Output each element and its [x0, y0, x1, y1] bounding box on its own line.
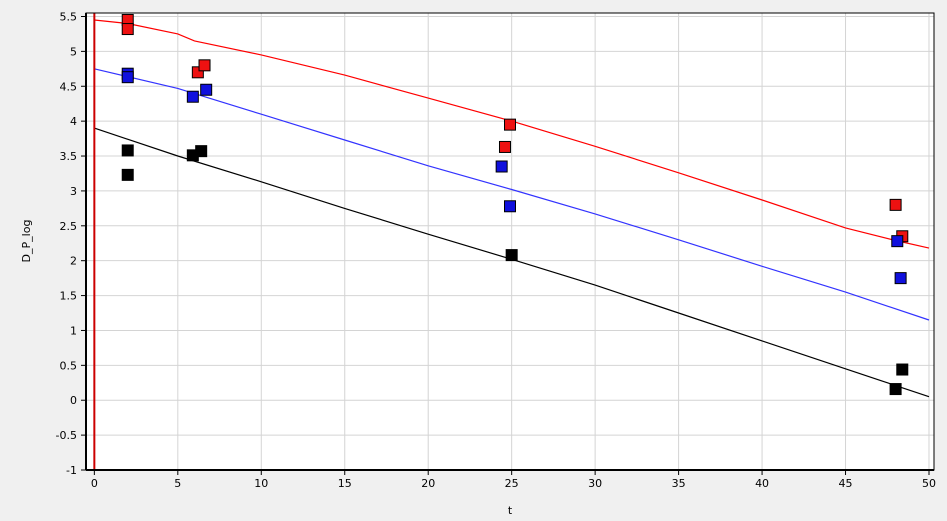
- x-tick-label: 25: [505, 477, 519, 490]
- y-tick-label: 5: [70, 45, 77, 58]
- fit-line-series-2: [94, 68, 930, 321]
- x-tick-label: 50: [922, 477, 936, 490]
- data-point-series-3: [889, 383, 902, 396]
- data-point-series-3: [505, 249, 518, 262]
- data-point-series-1: [121, 23, 134, 36]
- data-point-series-2: [200, 83, 213, 96]
- data-point-series-2: [186, 90, 199, 103]
- y-tick-label: -1: [66, 464, 77, 477]
- y-tick-label: 1: [70, 324, 77, 337]
- data-point-series-1: [498, 140, 511, 153]
- x-tick-label: 10: [254, 477, 268, 490]
- x-tick-label: 5: [174, 477, 181, 490]
- y-tick-label: -0.5: [56, 429, 77, 442]
- y-tick-label: 5.5: [60, 10, 78, 23]
- data-point-series-3: [896, 363, 909, 376]
- data-point-series-2: [891, 235, 904, 248]
- y-tick-label: 2.5: [60, 220, 78, 233]
- y-axis-title: D_P_log: [20, 220, 33, 263]
- data-point-series-1: [889, 198, 902, 211]
- y-tick-label: 4: [70, 115, 77, 128]
- x-tick-label: 35: [672, 477, 686, 490]
- x-tick-label: 15: [338, 477, 352, 490]
- data-point-series-1: [191, 66, 204, 79]
- fit-line-series-1: [94, 19, 930, 249]
- plot-area: [86, 13, 934, 470]
- data-point-series-2: [121, 71, 134, 84]
- y-axis-ticks: 5.5 5 4.5 4 3.5 3 2.5 2 1.5 1 0.5 0 -0.5 -1: [56, 10, 86, 477]
- y-tick-label: 3: [70, 185, 77, 198]
- x-tick-label: 45: [839, 477, 853, 490]
- data-point-series-2: [495, 160, 508, 173]
- data-points: [121, 13, 909, 396]
- y-tick-label: 4.5: [60, 80, 78, 93]
- x-tick-label: 40: [755, 477, 769, 490]
- data-point-series-2: [894, 272, 907, 285]
- data-point-series-2: [504, 200, 516, 213]
- y-tick-label: 3.5: [60, 150, 78, 163]
- data-point-series-1: [504, 118, 516, 131]
- data-point-series-3: [121, 168, 134, 181]
- y-tick-label: 2: [70, 255, 77, 268]
- y-tick-label: 0.5: [60, 359, 78, 372]
- x-tick-label: 20: [421, 477, 435, 490]
- x-tick-label: 0: [91, 477, 98, 490]
- data-point-series-3: [195, 145, 208, 158]
- data-point-series-3: [121, 144, 134, 157]
- x-axis-ticks: 0 5 10 15 20 25 30 35 40 45 50: [91, 470, 936, 490]
- data-point-series-1: [198, 59, 211, 72]
- y-tick-label: 0: [70, 394, 77, 407]
- x-axis-title: t: [508, 504, 513, 517]
- x-tick-label: 30: [588, 477, 602, 490]
- y-tick-label: 1.5: [60, 290, 78, 303]
